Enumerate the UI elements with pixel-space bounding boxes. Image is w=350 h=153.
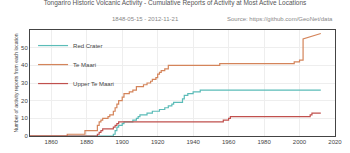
svg-text:Source: https://github.com/Geo: Source: https://github.com/GeoNet/data bbox=[227, 16, 333, 22]
svg-text:1880: 1880 bbox=[80, 139, 94, 145]
svg-text:1940: 1940 bbox=[186, 139, 200, 145]
svg-text:Upper Te Maari: Upper Te Maari bbox=[73, 81, 114, 87]
svg-text:Te Maari: Te Maari bbox=[73, 62, 96, 68]
svg-text:1920: 1920 bbox=[151, 139, 165, 145]
svg-text:0: 0 bbox=[24, 133, 28, 139]
svg-text:2020: 2020 bbox=[328, 139, 342, 145]
svg-text:2000: 2000 bbox=[293, 139, 307, 145]
svg-text:1860: 1860 bbox=[45, 139, 59, 145]
svg-text:20: 20 bbox=[21, 98, 28, 104]
svg-text:40: 40 bbox=[21, 62, 28, 68]
svg-text:1980: 1980 bbox=[257, 139, 271, 145]
svg-text:1960: 1960 bbox=[222, 139, 236, 145]
svg-text:Tongariro Historic Volcanic Ac: Tongariro Historic Volcanic Activity - C… bbox=[44, 0, 307, 7]
svg-text:30: 30 bbox=[21, 80, 28, 86]
svg-text:10: 10 bbox=[21, 115, 28, 121]
svg-text:1900: 1900 bbox=[116, 139, 130, 145]
svg-text:50: 50 bbox=[21, 45, 28, 51]
svg-text:1848-05-15 - 2012-11-21: 1848-05-15 - 2012-11-21 bbox=[112, 16, 179, 22]
svg-text:Red Crater: Red Crater bbox=[73, 43, 102, 49]
svg-text:Number of activity reports fro: Number of activity reports from each loc… bbox=[13, 33, 19, 132]
